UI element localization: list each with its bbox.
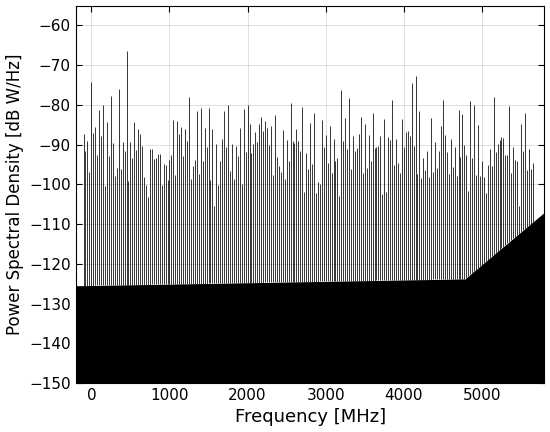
X-axis label: Frequency [MHz]: Frequency [MHz] — [234, 408, 386, 426]
Y-axis label: Power Spectral Density [dB W/Hz]: Power Spectral Density [dB W/Hz] — [6, 54, 24, 335]
